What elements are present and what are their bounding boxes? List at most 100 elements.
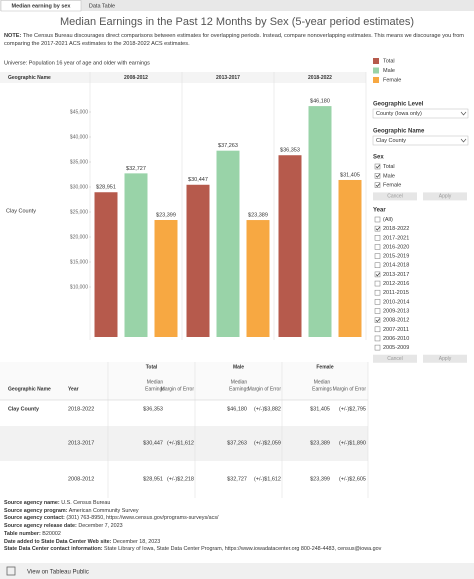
checkbox[interactable] — [374, 299, 381, 305]
checkbox[interactable] — [374, 289, 381, 296]
checkbox-label[interactable]: 2007-2011 — [383, 327, 409, 333]
apply-button[interactable] — [423, 354, 467, 363]
checkbox-label[interactable]: (All) — [383, 217, 393, 223]
checkbox[interactable] — [374, 344, 381, 351]
filter-title: Year — [373, 208, 386, 214]
checkbox[interactable] — [374, 308, 381, 314]
dropdown[interactable] — [372, 135, 469, 146]
checkbox-label[interactable]: 2016-2020 — [383, 244, 409, 250]
checkmark — [375, 272, 381, 277]
source-value: U.S. Census Bureau — [61, 500, 111, 506]
note-text: The Census Bureau discourages direct com… — [4, 33, 464, 47]
table-header-bg — [0, 362, 368, 400]
checkmark — [375, 226, 381, 231]
bar — [186, 184, 210, 337]
checkbox[interactable] — [374, 235, 381, 241]
y-tick-label: $25,000 — [70, 209, 88, 215]
column-header: Year — [68, 386, 79, 392]
value-label: $28,951 — [96, 185, 116, 191]
sub-header: Earnings — [145, 386, 165, 392]
bar — [278, 155, 302, 337]
source-line: Source agency contact: (301) 763-8950, h… — [4, 515, 472, 523]
table-cell: (+/-)$3,882 — [254, 406, 281, 412]
sub-header: Median — [231, 379, 248, 385]
checkbox-label[interactable]: 2014-2018 — [383, 263, 409, 269]
sub-header: Median — [147, 379, 164, 385]
checkbox-label[interactable]: 2013-2017 — [383, 272, 409, 278]
button-label[interactable]: Cancel — [387, 356, 403, 362]
checkbox[interactable] — [374, 280, 381, 287]
button-label[interactable]: Cancel — [387, 194, 403, 200]
legend-label: Total — [383, 58, 395, 64]
checkbox-label[interactable]: Total — [383, 164, 395, 170]
tab-label[interactable]: Data Table — [89, 3, 115, 9]
checkbox[interactable] — [374, 225, 381, 232]
checkbox-label[interactable]: Male — [383, 173, 395, 179]
source-label: State Data Center contact information: — [4, 546, 103, 553]
sub-header: Margin of Error — [248, 386, 282, 392]
chart-header-bg — [0, 72, 366, 83]
bar — [308, 106, 332, 337]
column-header: 2008-2012 — [124, 75, 148, 81]
cancel-button[interactable] — [373, 192, 417, 201]
checkbox[interactable] — [374, 182, 381, 188]
table-cell: $23,399 — [310, 476, 330, 482]
table-cell: (+/-)$1,612 — [254, 476, 281, 482]
checkbox[interactable] — [374, 317, 381, 323]
y-tick-label: $30,000 — [70, 184, 88, 190]
cancel-button[interactable] — [373, 354, 417, 363]
source-label: Source agency program: — [4, 507, 68, 514]
checkbox[interactable] — [374, 244, 381, 250]
legend-swatch — [373, 67, 379, 74]
checkbox[interactable] — [374, 262, 381, 268]
dashboard-title: Median Earnings in the Past 12 Months by… — [60, 16, 414, 28]
checkbox[interactable] — [374, 326, 381, 333]
checkbox-label[interactable]: 2011-2015 — [383, 290, 409, 296]
checkbox-label[interactable]: Female — [383, 183, 401, 189]
checkbox-label[interactable]: 2015-2019 — [383, 254, 409, 260]
footer-link[interactable]: View on Tableau Public — [27, 570, 89, 576]
source-value: State Library of Iowa, State Data Center… — [104, 546, 382, 553]
y-tick-label: $35,000 — [70, 159, 88, 165]
button-label[interactable]: Apply — [439, 356, 452, 362]
checkbox[interactable] — [374, 173, 381, 179]
y-tick-label: $20,000 — [70, 234, 88, 240]
bar — [94, 192, 118, 337]
checkbox-label[interactable]: 2005-2009 — [383, 345, 409, 351]
value-label: $32,727 — [126, 166, 146, 172]
table-cell: (+/-)$2,605 — [339, 476, 366, 482]
tab-label[interactable]: Median earning by sex — [12, 3, 72, 9]
source-label: Source agency release date: — [4, 523, 77, 530]
dropdown-value[interactable]: County (Iowa only) — [376, 111, 422, 117]
value-label: $36,353 — [280, 148, 300, 154]
checkbox[interactable] — [374, 163, 381, 170]
checkbox-label[interactable]: 2008-2012 — [383, 318, 409, 324]
checkbox[interactable] — [374, 271, 381, 278]
checkbox-label[interactable]: 2010-2014 — [383, 299, 409, 305]
checkbox[interactable] — [374, 216, 381, 223]
table-cell: $31,405 — [310, 406, 330, 412]
checkbox-label[interactable]: 2012-2016 — [383, 281, 409, 287]
table-cell: $30,447 — [143, 440, 163, 446]
y-tick-label: $40,000 — [70, 134, 88, 140]
table-cell: 2008-2012 — [68, 476, 94, 482]
table-cell: $46,180 — [227, 406, 247, 412]
apply-button[interactable] — [423, 192, 467, 201]
button-label[interactable]: Apply — [439, 194, 452, 200]
bar — [246, 220, 270, 337]
checkbox[interactable] — [374, 253, 381, 259]
dropdown-value[interactable]: Clay County — [376, 138, 406, 144]
bar — [154, 220, 178, 337]
checkbox-label[interactable]: 2018-2022 — [383, 226, 409, 232]
table-cell: 2018-2022 — [68, 406, 94, 412]
source-label: Source agency name: — [4, 500, 60, 506]
source-value: B20002 — [42, 530, 61, 537]
source-value: (301) 763-8950, https://www.census.gov/p… — [66, 515, 219, 522]
checkbox-label[interactable]: 2009-2013 — [383, 308, 409, 314]
checkbox[interactable] — [374, 335, 381, 342]
tab-active[interactable] — [0, 0, 82, 12]
checkbox-label[interactable]: 2006-2010 — [383, 336, 409, 342]
dropdown[interactable] — [372, 108, 469, 119]
checkbox-label[interactable]: 2017-2021 — [383, 235, 409, 241]
checkmark — [375, 164, 381, 169]
